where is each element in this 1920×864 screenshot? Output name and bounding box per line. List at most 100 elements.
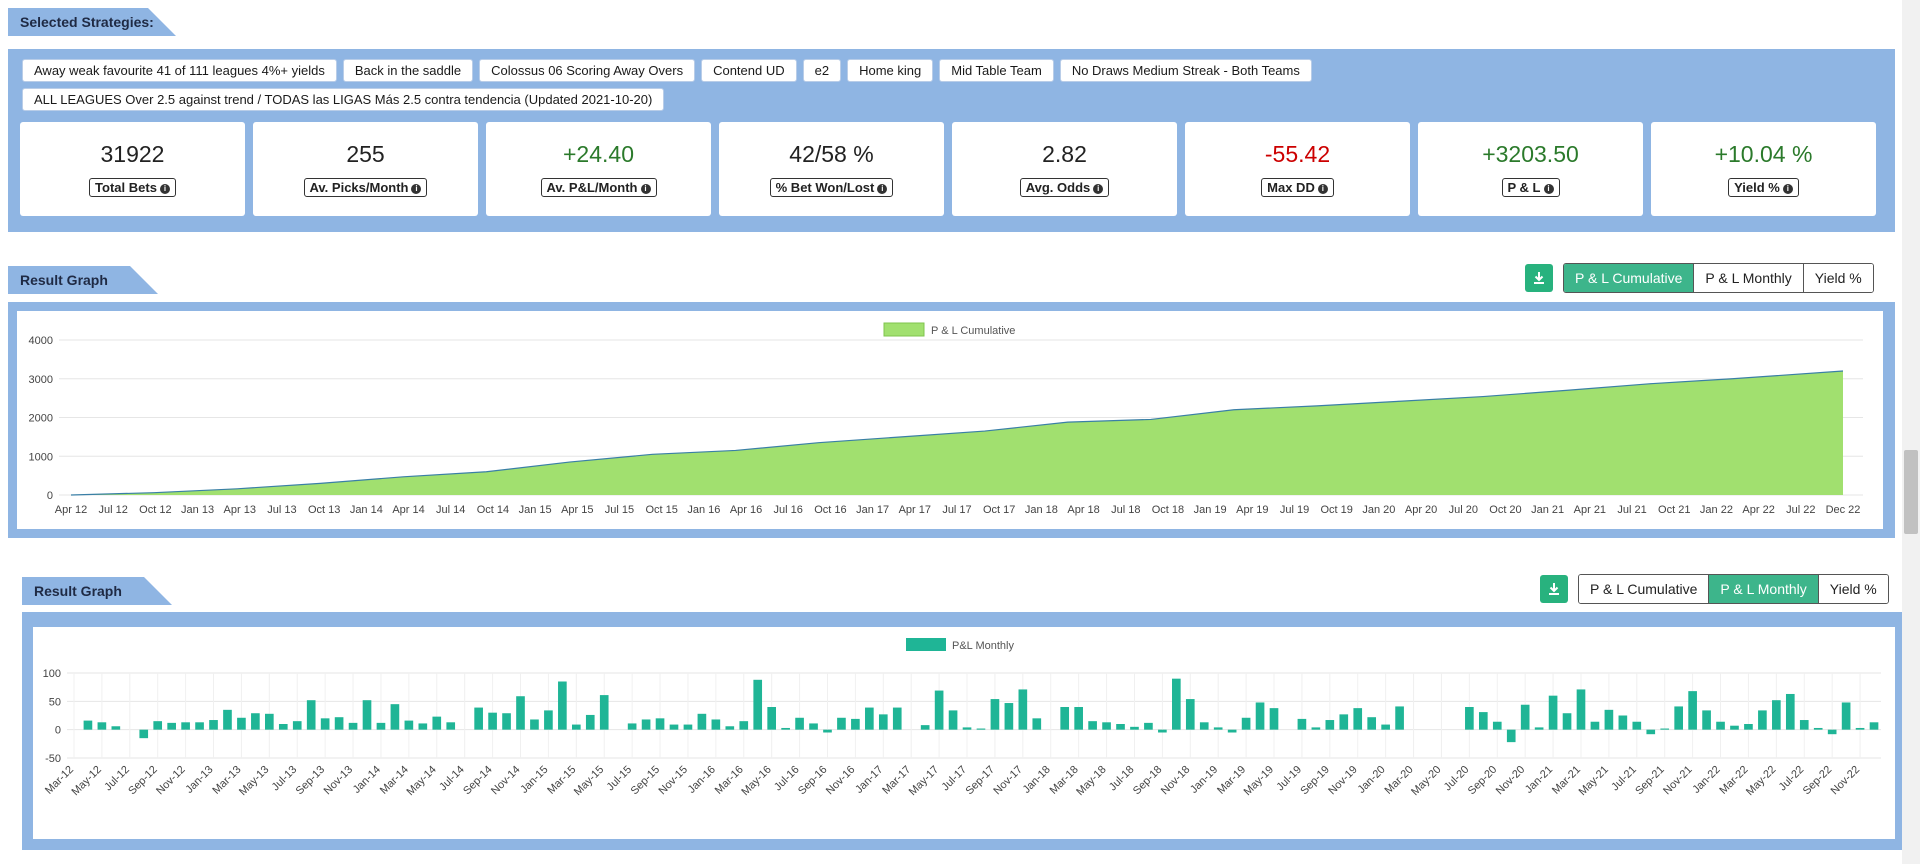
bar: [558, 681, 567, 730]
bar: [1311, 727, 1321, 730]
download-button[interactable]: [1525, 264, 1553, 292]
bar: [334, 717, 344, 730]
stat-label[interactable]: Total Bets i: [89, 178, 176, 197]
x-tick-label: Apr 13: [224, 504, 256, 516]
stat-card: 42/58 % % Bet Won/Lost i: [719, 122, 944, 216]
x-tick-label: Apr 19: [1236, 504, 1268, 516]
x-tick-label: Apr 16: [730, 504, 762, 516]
bar: [920, 725, 930, 730]
bar: [1758, 710, 1767, 730]
info-icon[interactable]: i: [159, 184, 170, 194]
mode-button[interactable]: P & L Monthly: [1694, 264, 1804, 292]
scrollbar-thumb[interactable]: [1904, 450, 1918, 534]
bar: [111, 726, 121, 730]
bar: [739, 721, 749, 730]
bar: [809, 723, 818, 730]
stat-label[interactable]: Yield % i: [1728, 178, 1799, 197]
stat-label[interactable]: % Bet Won/Lost i: [769, 178, 894, 197]
mode-button[interactable]: P & L Cumulative: [1579, 575, 1710, 603]
x-tick-label: Jan-13: [183, 764, 215, 796]
x-tick-label: Nov-20: [1494, 764, 1528, 798]
x-tick-label: Nov-21: [1661, 764, 1695, 798]
stat-label[interactable]: Avg. Odds i: [1019, 178, 1110, 197]
bar: [878, 714, 888, 730]
bar: [320, 718, 330, 730]
bar: [348, 722, 358, 730]
info-icon[interactable]: i: [1317, 184, 1328, 194]
bar: [571, 724, 581, 730]
scrollbar[interactable]: [1902, 0, 1920, 864]
bar: [1772, 700, 1781, 730]
bar: [1241, 717, 1251, 730]
info-icon[interactable]: i: [1543, 184, 1554, 194]
x-tick-label: Sep-15: [629, 764, 663, 798]
cumulative-chart: P & L Cumulative 0 1000 2000 3000 4000 Apr 12 J…: [29, 322, 1863, 516]
stat-value: 42/58 %: [789, 141, 874, 167]
x-tick-label: Jan-16: [686, 764, 718, 796]
info-icon[interactable]: i: [1093, 184, 1104, 194]
bar: [1325, 720, 1335, 730]
bar: [669, 724, 679, 730]
info-icon[interactable]: i: [411, 184, 422, 194]
download-button[interactable]: [1540, 575, 1568, 603]
stat-label[interactable]: Av. Picks/Month i: [303, 178, 428, 197]
x-tick-label: Jan 18: [1025, 504, 1058, 516]
x-tick-label: Oct 13: [308, 504, 340, 516]
bar: [195, 722, 204, 730]
mode-button[interactable]: P & L Monthly: [1709, 575, 1819, 603]
x-tick-label: Oct 18: [1152, 504, 1184, 516]
info-icon[interactable]: i: [1782, 184, 1793, 194]
x-tick-label: Jul 20: [1449, 504, 1478, 516]
bar: [1185, 699, 1195, 730]
bar: [1646, 729, 1656, 735]
bar: [97, 722, 107, 730]
mode-button[interactable]: P & L Cumulative: [1564, 264, 1695, 292]
bar: [1018, 689, 1028, 730]
bar: [1688, 691, 1697, 730]
x-tick-label: May-22: [1744, 764, 1778, 798]
stat-card: +24.40 Av. P&L/Month i: [486, 122, 711, 216]
x-tick-label: Nov-15: [657, 764, 691, 798]
bar: [1088, 721, 1097, 730]
bar: [1827, 729, 1837, 735]
bar: [1492, 721, 1502, 730]
x-tick-label: Jul 13: [267, 504, 296, 516]
bar: [1158, 729, 1167, 733]
bar: [1353, 708, 1363, 730]
info-icon[interactable]: i: [640, 184, 651, 194]
cumulative-chart-box: P & L Cumulative 0 1000 2000 3000 4000 Apr 12 J…: [17, 311, 1883, 529]
stat-label-text: P & L: [1507, 180, 1541, 195]
stat-value: 2.82: [1042, 141, 1087, 167]
selected-strategies-title: Selected Strategies:: [20, 14, 154, 30]
monthly-chart-box: P&L Monthly -50 0 50 100 Mar-12 May-12 Jul-12 Se…: [33, 627, 1895, 839]
bar: [404, 720, 414, 730]
info-icon[interactable]: i: [877, 184, 888, 194]
bar: [488, 712, 497, 730]
bar: [767, 707, 776, 730]
x-tick-label: Jul 22: [1786, 504, 1815, 516]
stat-card: -55.42 Max DD i: [1185, 122, 1410, 216]
stat-label[interactable]: Max DD i: [1261, 178, 1334, 197]
mode-button[interactable]: Yield %: [1803, 264, 1873, 292]
bar: [655, 718, 665, 730]
x-tick-label: Jan-19: [1188, 764, 1220, 796]
bar: [892, 707, 902, 730]
x-tick-label: Oct 21: [1658, 504, 1690, 516]
x-tick-label: Jul 17: [942, 504, 971, 516]
x-tick-label: Jul 16: [774, 504, 803, 516]
strategy-chip: Away weak favourite 41 of 111 leagues 4%…: [22, 59, 337, 82]
stat-value: +10.04 %: [1714, 141, 1813, 167]
strategy-chip: Back in the saddle: [342, 59, 474, 82]
bar: [502, 713, 511, 730]
bar: [1367, 717, 1377, 730]
bar: [711, 719, 721, 730]
x-tick-label: Apr 21: [1574, 504, 1606, 516]
legend-swatch: [883, 322, 925, 337]
bar: [1199, 722, 1209, 730]
stat-label[interactable]: Av. P&L/Month i: [540, 178, 657, 197]
x-tick-label: Sep-14: [461, 764, 495, 798]
graph1-panel: P & L Cumulative 0 1000 2000 3000 4000 Apr 12 J…: [8, 302, 1895, 538]
bar: [167, 722, 176, 730]
mode-button[interactable]: Yield %: [1818, 575, 1888, 603]
